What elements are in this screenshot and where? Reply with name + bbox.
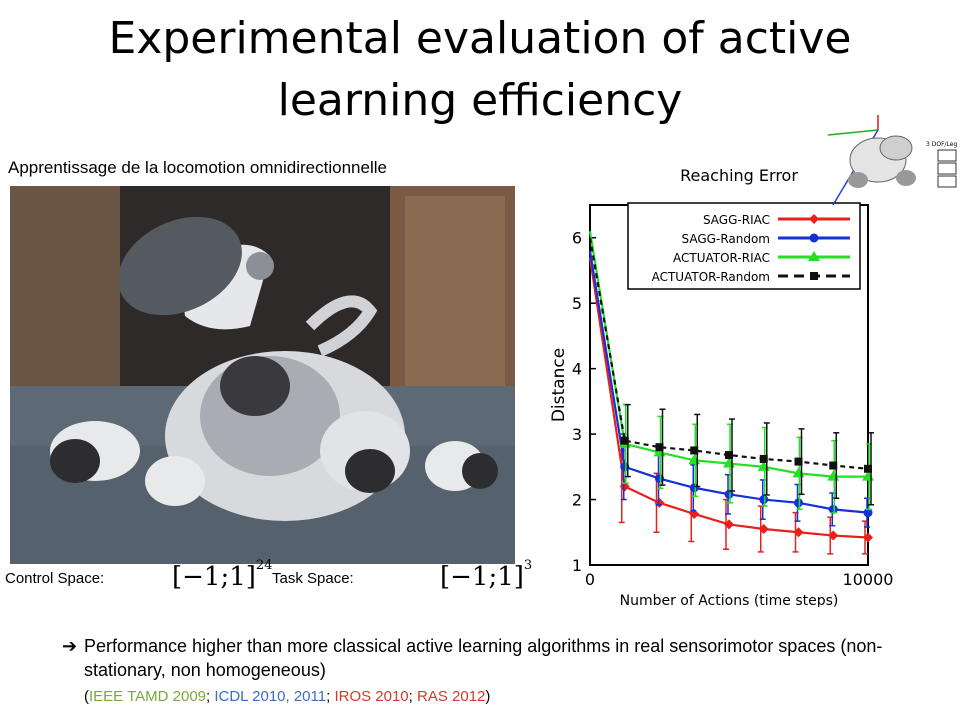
ref-ras: RAS 2012 <box>417 688 486 705</box>
data-point <box>863 532 873 543</box>
robot-kinematics-diagram: 3 DOF/Leg <box>818 110 960 210</box>
data-point <box>793 527 804 538</box>
data-point <box>724 519 734 530</box>
y-tick-label: 5 <box>572 294 582 313</box>
slide-subtitle: Apprentissage de la locomotion omnidirec… <box>8 158 387 177</box>
ref-icdl: ICDL 2010, 2011 <box>214 688 327 705</box>
data-point <box>829 461 838 470</box>
legend-marker <box>809 214 819 224</box>
robot-photo <box>10 186 515 564</box>
arrow-right-icon: ➔ <box>62 636 78 656</box>
chart-svg: Reaching Error 1 2 3 4 5 6 0 10000 Number of Acti… <box>549 166 894 609</box>
conclusion-text: Performance higher than more classical a… <box>84 636 883 680</box>
y-tick-label: 6 <box>572 229 582 248</box>
series-line-actuator-random <box>588 237 869 470</box>
series-line-sagg-random <box>588 250 869 514</box>
data-point <box>759 454 768 463</box>
conclusion-bullet: ➔ Performance higher than more classical… <box>62 634 942 682</box>
data-point <box>724 489 734 499</box>
task-space-label: Task Space: <box>272 570 354 587</box>
control-space-expression: [−1;1]24 <box>172 558 273 592</box>
legend-label: ACTUATOR-Random <box>652 270 770 284</box>
legend-label: SAGG-RIAC <box>703 213 770 227</box>
legend-marker <box>809 233 819 243</box>
legend-box <box>627 202 861 290</box>
data-point <box>794 457 803 466</box>
reaching-error-chart: Reaching Error 1 2 3 4 5 6 0 10000 Number of Acti… <box>548 155 903 609</box>
y-tick-label: 1 <box>572 556 582 575</box>
data-point <box>758 524 769 534</box>
legend-marker <box>808 251 820 261</box>
legend-label: SAGG-Random <box>682 232 770 246</box>
y-axis-label: Distance <box>549 348 569 422</box>
data-point <box>863 508 873 518</box>
legend-label: ACTUATOR-RIAC <box>673 251 770 265</box>
slide-title: Experimental evaluation of active learni… <box>108 13 852 126</box>
legend-marker <box>810 272 818 280</box>
ref-ieee-tamd: IEEE TAMD 2009 <box>89 688 206 705</box>
mini-robot-label: 3 DOF/Leg <box>926 141 957 148</box>
data-point <box>828 530 839 541</box>
x-axis-label: Number of Actions (time steps) <box>620 593 839 607</box>
y-tick-label: 3 <box>572 425 582 444</box>
x-tick-label: 10000 <box>843 570 894 589</box>
data-point <box>725 451 733 460</box>
data-point <box>828 504 838 514</box>
data-point <box>864 464 872 473</box>
control-space-label: Control Space: <box>5 570 105 587</box>
data-point <box>655 443 664 452</box>
data-point <box>794 498 803 508</box>
data-point <box>759 495 769 505</box>
data-point <box>619 481 630 492</box>
task-space-expression: [−1;1]3 <box>440 558 533 592</box>
y-tick-label: 2 <box>572 491 582 510</box>
ref-iros: IROS 2010 <box>334 688 409 705</box>
data-point <box>690 446 699 455</box>
references: (IEEE TAMD 2009; ICDL 2010, 2011; IROS 2… <box>84 688 491 705</box>
y-tick-label: 4 <box>572 360 582 379</box>
data-point <box>689 508 700 519</box>
chart-title: Reaching Error <box>680 166 798 185</box>
x-tick-label: 0 <box>585 570 595 589</box>
data-point <box>620 436 629 445</box>
